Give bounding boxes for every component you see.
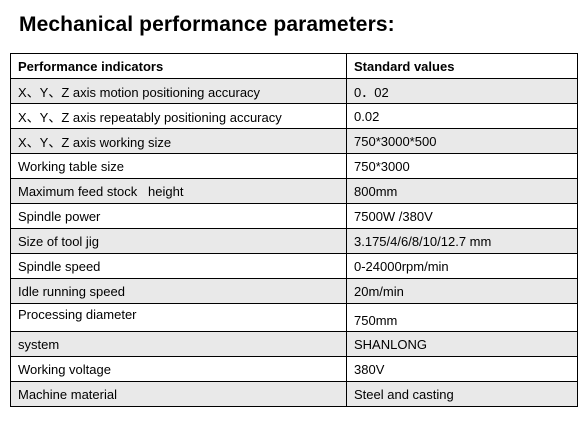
table-row: Spindle power 7500W /380V [10, 203, 578, 229]
value-cell: 750mm [346, 303, 578, 332]
value-cell: 800mm [346, 178, 578, 204]
indicator-cell: X、Y、Z axis motion positioning accuracy [10, 78, 347, 104]
table-row: system SHANLONG [10, 331, 578, 357]
table-row: X、Y、Z axis working size 750*3000*500 [10, 128, 578, 154]
header-standard-values: Standard values [346, 53, 578, 79]
table-row: Machine material Steel and casting [10, 381, 578, 407]
value-cell: 0．02 [346, 78, 578, 104]
indicator-cell: Spindle speed [10, 253, 347, 279]
value-cell: 7500W /380V [346, 203, 578, 229]
value-cell: 20m/min [346, 278, 578, 304]
indicator-cell: X、Y、Z axis repeatably positioning accura… [10, 103, 347, 129]
value-cell: 3.175/4/6/8/10/12.7 mm [346, 228, 578, 254]
table-row: Working table size 750*3000 [10, 153, 578, 179]
indicator-cell: Working voltage [10, 356, 347, 382]
indicator-cell: Machine material [10, 381, 347, 407]
value-cell: SHANLONG [346, 331, 578, 357]
indicator-cell: X、Y、Z axis working size [10, 128, 347, 154]
value-cell: 380V [346, 356, 578, 382]
indicator-cell: Maximum feed stock height [10, 178, 347, 204]
indicator-cell: Processing diameter [10, 303, 347, 332]
value-cell: 0.02 [346, 103, 578, 129]
table-row: X、Y、Z axis motion positioning accuracy 0… [10, 78, 578, 104]
value-cell: 750*3000*500 [346, 128, 578, 154]
table-row: Maximum feed stock height 800mm [10, 178, 578, 204]
table-row: Size of tool jig 3.175/4/6/8/10/12.7 mm [10, 228, 578, 254]
table-row: Spindle speed 0-24000rpm/min [10, 253, 578, 279]
page-title: Mechanical performance parameters: [19, 13, 395, 36]
value-cell: Steel and casting [346, 381, 578, 407]
table-row: Processing diameter 750mm [10, 303, 578, 332]
value-cell: 0-24000rpm/min [346, 253, 578, 279]
table-row: Idle running speed 20m/min [10, 278, 578, 304]
table-row: X、Y、Z axis repeatably positioning accura… [10, 103, 578, 129]
indicator-cell: Working table size [10, 153, 347, 179]
parameters-table: Performance indicators Standard values X… [10, 53, 578, 407]
indicator-cell: Idle running speed [10, 278, 347, 304]
value-cell: 750*3000 [346, 153, 578, 179]
table-row: Working voltage 380V [10, 356, 578, 382]
indicator-cell: Spindle power [10, 203, 347, 229]
table-header-row: Performance indicators Standard values [10, 53, 578, 79]
header-performance-indicators: Performance indicators [10, 53, 347, 79]
indicator-cell: system [10, 331, 347, 357]
indicator-cell: Size of tool jig [10, 228, 347, 254]
